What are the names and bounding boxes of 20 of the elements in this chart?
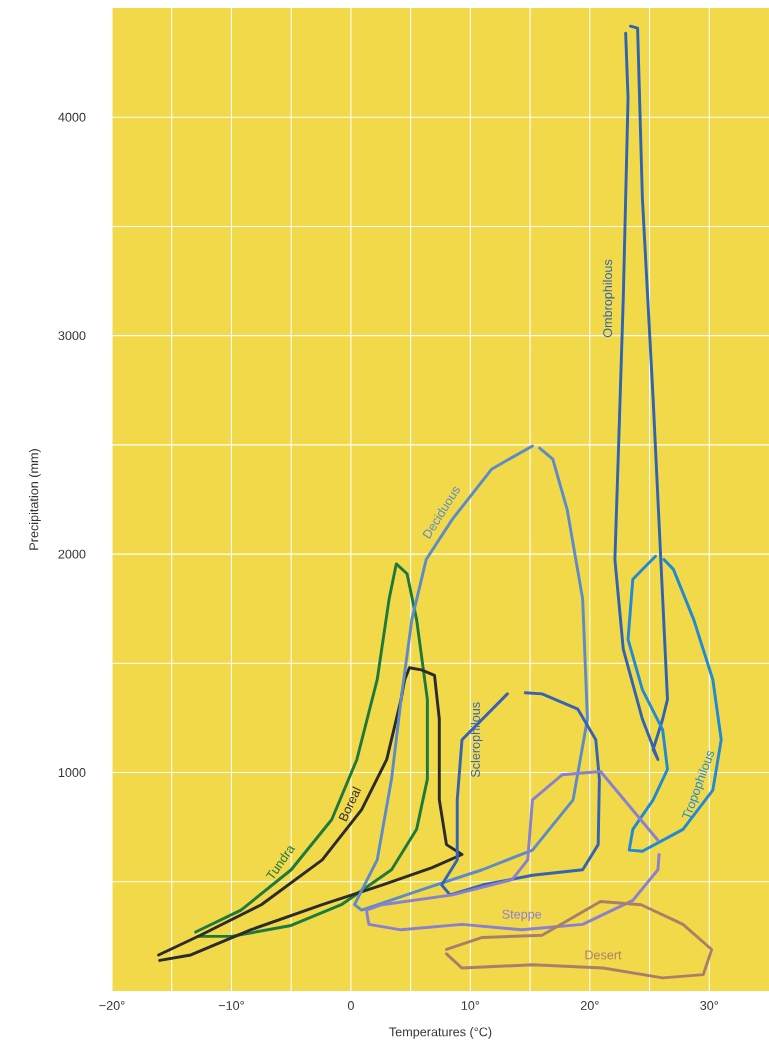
line-series [194,562,429,938]
text: Ombrophilous [602,259,615,338]
x-tick-label: −10° [218,1001,244,1010]
x-tick-label: −20° [99,1001,125,1010]
line-series [157,666,464,962]
x-tick-label: 20° [580,1001,599,1010]
line-series [445,899,714,980]
y-tick-label: 4000 [58,112,86,122]
x-tick-label: 30° [700,1001,719,1010]
y-tick-label: 3000 [58,331,86,341]
x-axis-title: Temperatures (°C) [389,1027,492,1039]
line-series [440,691,601,897]
x-tick-label: 0 [347,1001,354,1010]
x-tick-label: 10° [461,1001,480,1010]
line-series [613,24,669,761]
text: Sclerophilous [470,702,483,778]
y-tick-label: 1000 [58,768,86,778]
y-axis-title: Precipitation (mm) [29,449,41,550]
y-tick-label: 2000 [58,549,86,559]
line-series [626,554,723,853]
